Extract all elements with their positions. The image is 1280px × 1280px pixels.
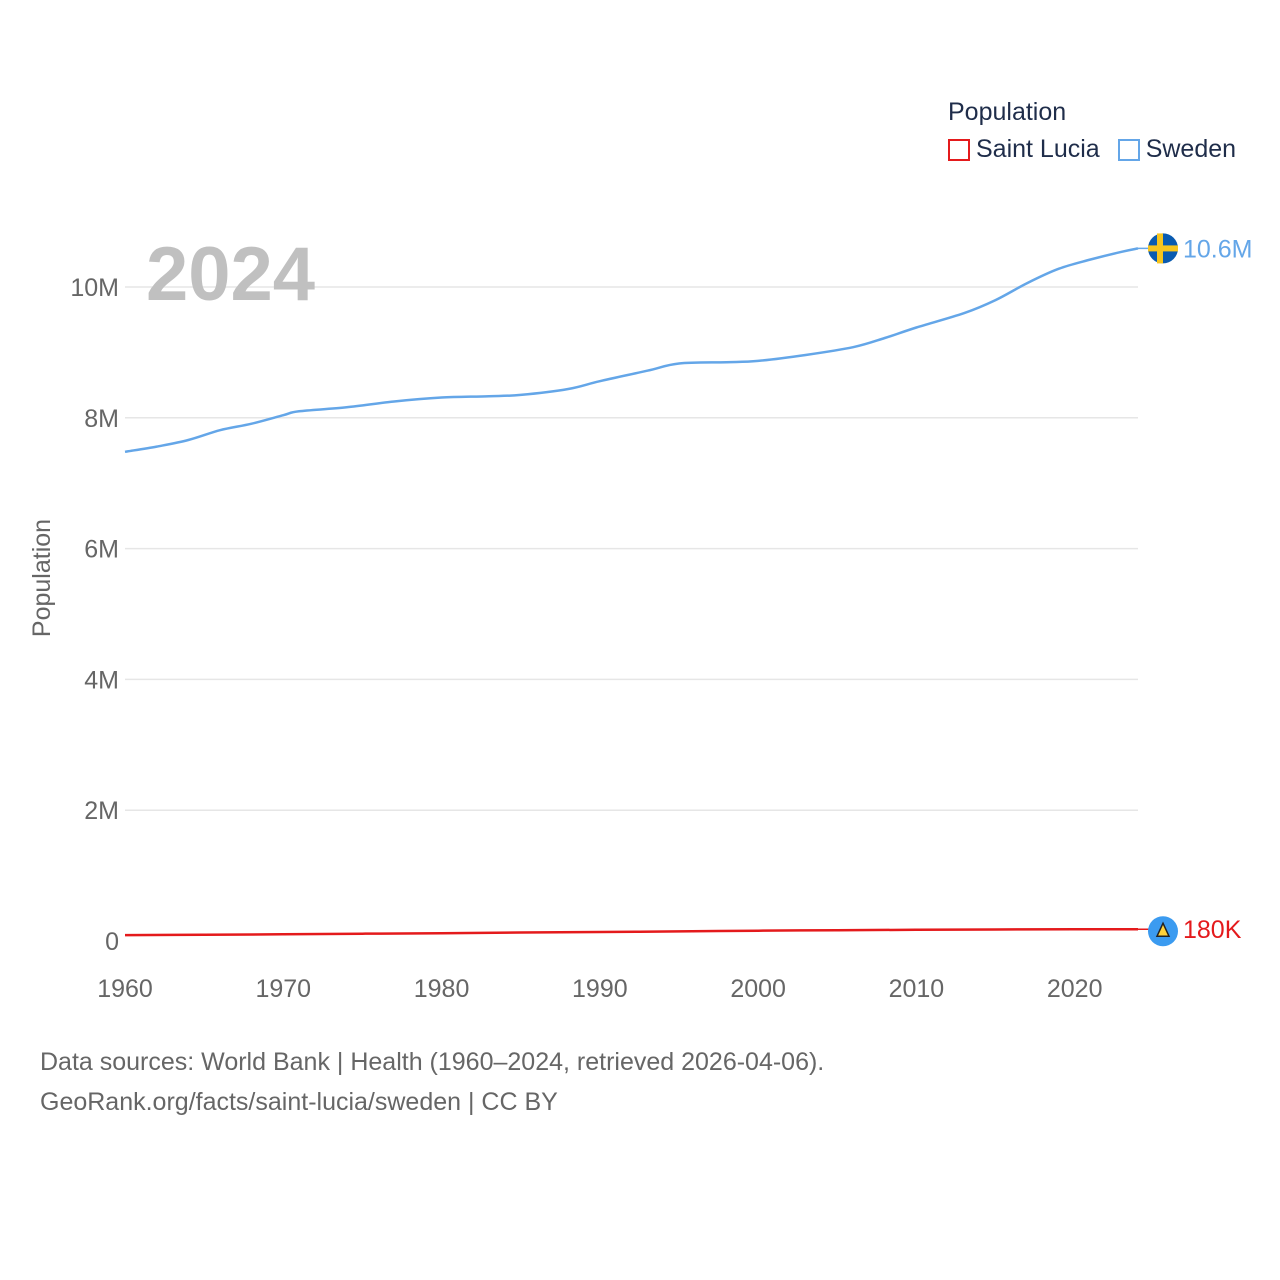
series-line-saint-lucia (124, 927, 1139, 937)
legend-title: Population (948, 98, 1067, 126)
x-axis-ticks: 1960 1970 1980 1990 2000 2010 2020 (97, 975, 1102, 1003)
y-tick-label: 2M (84, 797, 119, 825)
x-tick-label: 1990 (572, 975, 628, 1003)
flag-triangle (1155, 921, 1171, 937)
series-end-markers: 180K 10.6M (1138, 233, 1252, 947)
legend: Population Saint Lucia Sweden (948, 98, 1236, 164)
x-tick-label: 1980 (414, 975, 470, 1003)
y-tick-label: 6M (84, 536, 119, 564)
legend-label-sweden: Sweden (1145, 135, 1237, 163)
source-url-text: GeoRank.org/facts/saint-lucia/sweden | C… (40, 1088, 558, 1116)
legend-items: Saint Lucia Sweden (948, 135, 1236, 164)
y-tick-label: 10M (70, 274, 119, 302)
x-tick-label: 2020 (1047, 975, 1103, 1003)
y-tick-label: 0 (105, 928, 119, 956)
data-sources-text: Data sources: World Bank | Health (1960–… (40, 1048, 825, 1076)
flag-cross-vertical (1157, 233, 1163, 264)
x-tick-label: 2010 (889, 975, 945, 1003)
legend-swatch-sweden (1117, 138, 1140, 161)
x-tick-label: 1970 (255, 975, 311, 1003)
y-axis-ticks: 0 2M 4M 6M 8M 10M (70, 274, 119, 956)
legend-swatch-saint-lucia (948, 138, 970, 161)
end-value-label-saint-lucia: 180K (1183, 916, 1242, 944)
footer: Data sources: World Bank | Health (1960–… (40, 1042, 824, 1122)
end-marker-saint-lucia: 180K (1138, 916, 1242, 947)
y-axis-label: Population (28, 519, 56, 637)
x-tick-label: 1960 (97, 975, 153, 1003)
year-watermark: 2024 (146, 232, 315, 317)
grid-lines (125, 286, 1138, 811)
x-tick-label: 2000 (730, 975, 786, 1003)
legend-label-saint-lucia: Saint Lucia (976, 135, 1100, 163)
y-tick-label: 4M (84, 666, 119, 694)
series-lines (124, 247, 1139, 937)
legend-item-saint-lucia[interactable]: Saint Lucia (948, 135, 1100, 164)
end-marker-sweden: 10.6M (1138, 233, 1252, 264)
y-tick-label: 8M (84, 405, 119, 433)
end-value-label-sweden: 10.6M (1183, 235, 1252, 263)
legend-item-sweden[interactable]: Sweden (1117, 135, 1237, 164)
series-line-sweden (124, 247, 1139, 454)
